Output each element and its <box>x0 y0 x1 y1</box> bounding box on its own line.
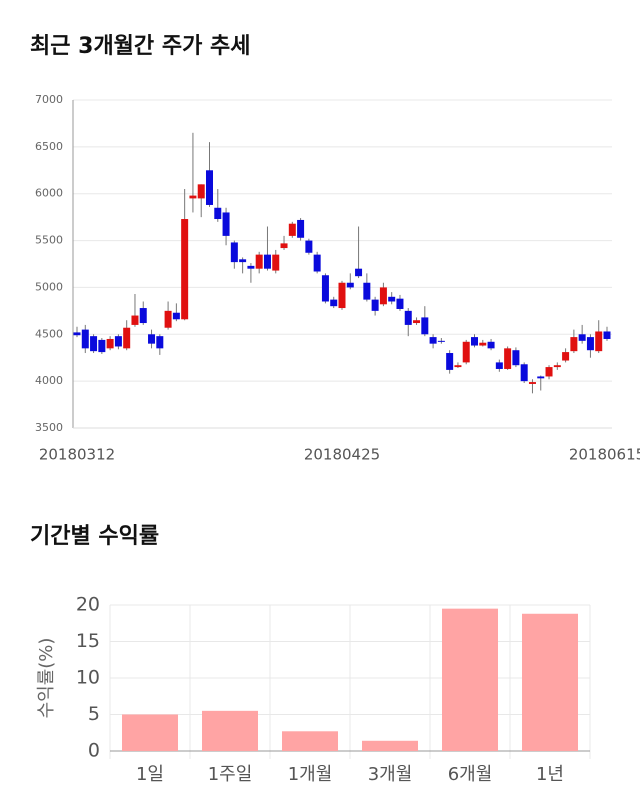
candle-body <box>537 376 545 379</box>
candle-body <box>313 254 321 272</box>
candle-body <box>437 340 445 342</box>
candle-body <box>504 348 512 369</box>
candle-body <box>263 254 271 269</box>
candle-body <box>280 243 288 249</box>
candle-body <box>603 331 611 339</box>
candle-body <box>164 310 172 328</box>
candle-body <box>545 367 553 377</box>
candle-body <box>495 362 503 369</box>
candle-body <box>446 353 454 370</box>
candle-body <box>247 265 255 269</box>
candle-body <box>288 223 296 236</box>
y-tick-label: 20 <box>76 594 100 616</box>
candle-body <box>371 299 379 311</box>
candle-body <box>553 365 561 368</box>
candle-body <box>355 268 363 277</box>
candle-body <box>487 341 495 349</box>
x-tick-label: 1년 <box>536 764 564 785</box>
chart-title: 최근 3개월간 주가 추세 <box>30 34 250 59</box>
candle-body <box>404 310 412 325</box>
candle-body <box>189 195 197 199</box>
candle-body <box>81 329 89 349</box>
candle-body <box>528 382 536 384</box>
x-tick-label: 20180615 <box>569 446 640 464</box>
candle-body <box>338 282 346 309</box>
candle-body <box>413 320 421 324</box>
bar <box>122 714 178 751</box>
candle-body <box>239 259 247 263</box>
x-tick-label: 1개월 <box>288 764 333 785</box>
candle-body <box>471 337 478 346</box>
y-tick-label: 4000 <box>35 374 63 387</box>
candle-body <box>131 315 139 325</box>
bar <box>362 740 418 751</box>
bar <box>442 608 498 751</box>
y-tick-label: 15 <box>76 630 100 652</box>
y-tick-label: 6000 <box>35 187 63 200</box>
x-tick-label: 20180425 <box>304 446 380 464</box>
candle-body <box>90 336 98 352</box>
candle-body <box>73 332 81 336</box>
candle-body <box>206 170 213 205</box>
candle-body <box>197 184 205 199</box>
candle-body <box>321 275 329 302</box>
candle-body <box>272 254 280 271</box>
candle-body <box>156 336 164 349</box>
y-tick-label: 5000 <box>35 280 63 293</box>
candle-body <box>330 299 338 307</box>
candle-body <box>255 254 263 269</box>
y-tick-label: 0 <box>88 740 100 762</box>
candle-body <box>214 207 222 220</box>
candle-body <box>429 337 437 344</box>
candle-body <box>512 350 520 366</box>
bar <box>202 710 258 751</box>
y-tick-label: 5500 <box>35 234 63 247</box>
candle-body <box>363 282 371 300</box>
candle-body <box>297 219 305 238</box>
candle-body <box>98 339 106 353</box>
candle-body <box>479 342 487 346</box>
bar <box>522 613 578 751</box>
candle-body <box>222 212 230 236</box>
candle-body <box>595 331 603 352</box>
candle-body <box>172 312 180 320</box>
candle-body <box>586 337 594 351</box>
y-tick-label: 4500 <box>35 327 63 340</box>
candle-body <box>230 242 238 263</box>
candle-body <box>114 336 122 347</box>
candle-body <box>106 338 114 349</box>
x-tick-label: 1일 <box>136 764 164 785</box>
y-axis-label: 수익률(%) <box>36 638 57 719</box>
candle-body <box>396 298 404 309</box>
candle-body <box>305 240 313 253</box>
candle-body <box>123 327 131 349</box>
candle-body <box>562 352 570 361</box>
y-tick-label: 10 <box>76 667 100 689</box>
candle-body <box>139 308 147 324</box>
y-tick-label: 5 <box>88 703 100 725</box>
y-tick-label: 6500 <box>35 140 63 153</box>
candle-body <box>454 365 462 368</box>
candle-body <box>570 337 578 352</box>
chart-title: 기간별 수익률 <box>30 524 159 549</box>
x-tick-label: 3개월 <box>368 764 413 785</box>
candle-body <box>379 287 387 305</box>
candle-body <box>148 334 156 344</box>
candle-body <box>388 296 396 302</box>
y-tick-label: 3500 <box>35 421 63 434</box>
candle-body <box>462 341 470 363</box>
y-tick-label: 7000 <box>35 93 63 106</box>
bar <box>282 731 338 751</box>
candle-body <box>421 317 429 335</box>
x-tick-label: 1주일 <box>208 764 253 785</box>
x-tick-label: 20180312 <box>39 446 115 464</box>
candle-body <box>578 334 586 341</box>
candle-body <box>520 364 528 382</box>
x-tick-label: 6개월 <box>448 764 493 785</box>
candle-body <box>346 282 354 288</box>
candle-body <box>181 219 189 320</box>
